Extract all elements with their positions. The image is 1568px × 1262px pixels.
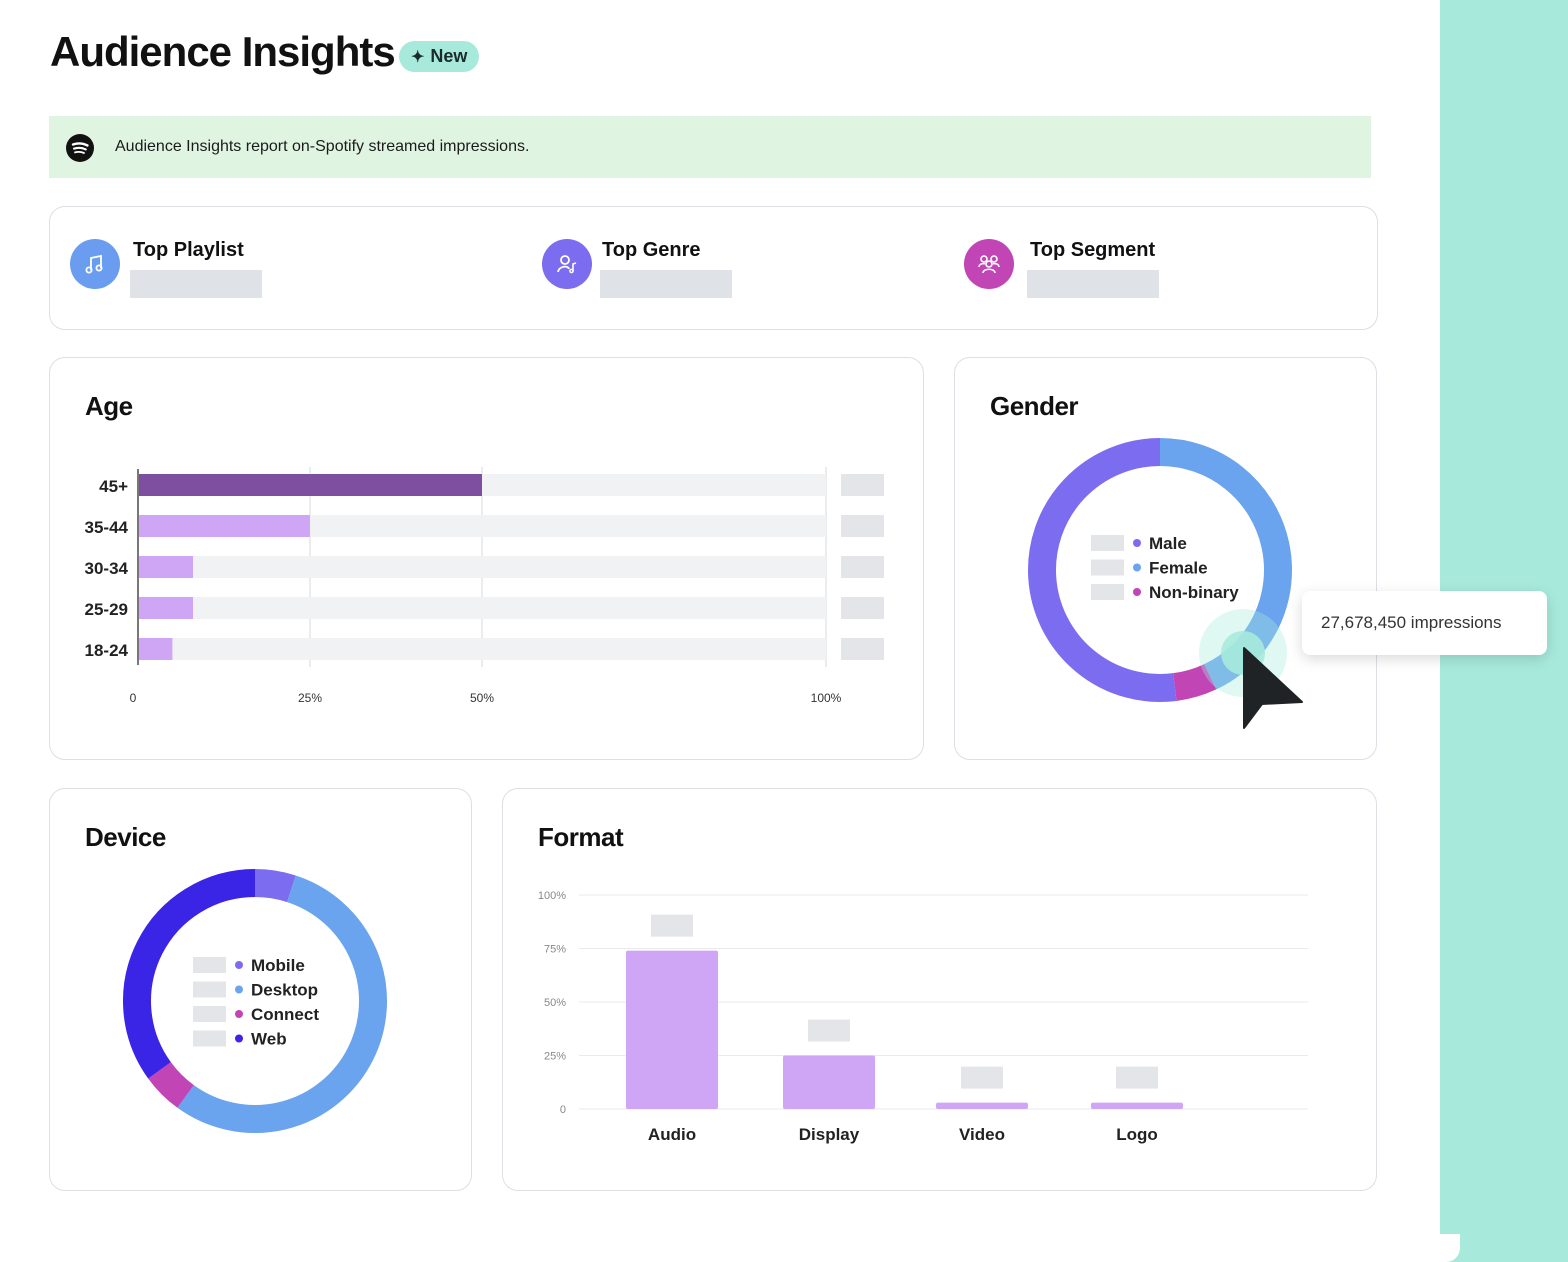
y-tick-label: 25% [543, 1050, 565, 1062]
y-tick-label: 100% [537, 890, 565, 902]
spotify-icon [66, 134, 94, 162]
x-tick-label: Video [959, 1125, 1005, 1144]
value-placeholder [807, 1019, 850, 1041]
new-badge-label: New [430, 46, 468, 66]
top-genre-value-placeholder [600, 270, 732, 298]
bar-30-34 [137, 555, 193, 578]
value-placeholder [1115, 1066, 1158, 1089]
impressions-tooltip: 27,678,450 impressions [1302, 591, 1547, 655]
bar-track [137, 637, 826, 660]
legend-label: Web [251, 1029, 287, 1048]
top-playlist-label: Top Playlist [133, 239, 244, 261]
legend-dot [1132, 587, 1141, 596]
value-placeholder [840, 473, 884, 496]
bar-35-44 [137, 514, 310, 537]
legend-dot [1132, 563, 1141, 571]
person-music-icon [542, 239, 592, 289]
donut-slice-web [122, 868, 255, 1079]
format-bar-chart: 100% 75% 50% 25% 0 Audio Display Video Logo [537, 890, 1308, 1144]
donut-slice-male [1027, 437, 1177, 702]
bar-25-29 [137, 596, 193, 619]
top-genre-label: Top Genre [602, 239, 701, 261]
x-tick-label: 100% [810, 691, 841, 705]
donut-slice-mobile [254, 868, 296, 902]
value-placeholder [840, 596, 884, 619]
x-tick-label: 25% [297, 691, 321, 705]
legend-dot [234, 1034, 243, 1042]
page-title: Audience Insights [50, 28, 396, 75]
group-icon [964, 239, 1014, 289]
music-note-icon [70, 239, 120, 289]
new-badge: ✦ New [399, 41, 480, 72]
banner-text: Audience Insights report on-Spotify stre… [115, 138, 530, 155]
legend-label: Male [1149, 534, 1187, 553]
legend-dot [234, 960, 243, 969]
bar-display [782, 1055, 875, 1109]
top-playlist-value-placeholder [130, 270, 262, 298]
legend-label: Connect [251, 1005, 319, 1024]
x-tick-label: Audio [647, 1125, 695, 1144]
sparkle-icon: ✦ [411, 48, 425, 66]
y-tick-label: 75% [543, 943, 565, 955]
bar-45+ [137, 473, 482, 496]
bar-logo [1090, 1102, 1183, 1109]
device-card: Device Mobile Desktop Connect Web [49, 788, 472, 1191]
device-title: Device [85, 822, 166, 852]
age-card: Age 45+ 35-44 30-34 25-29 18-24 0 25% 50% 100% [49, 357, 924, 760]
legend-value-placeholder [1090, 534, 1124, 551]
legend-value-placeholder [192, 981, 226, 997]
x-tick-label: Display [798, 1125, 859, 1144]
format-title: Format [538, 822, 624, 852]
gender-donut-chart: Male Female Non-binary [1027, 437, 1292, 702]
mouse-cursor-icon [1243, 647, 1303, 729]
donut-slice-non-binary [1172, 663, 1216, 701]
legend-dot [1132, 538, 1141, 547]
bar-track [137, 596, 826, 619]
legend-value-placeholder [192, 1030, 226, 1046]
legend-value-placeholder [192, 956, 226, 973]
y-tick-label: 50% [543, 997, 565, 1009]
bar-audio [625, 950, 718, 1109]
y-tick-label: 25-29 [84, 600, 127, 619]
y-tick-label: 35-44 [84, 518, 128, 537]
legend-label: Mobile [251, 956, 305, 975]
y-tick-label: 30-34 [84, 559, 128, 578]
bar-18-24 [137, 637, 172, 660]
format-card: Format 100% 75% 50% 25% 0 Audio Display Video Lo… [502, 788, 1377, 1191]
y-tick-label: 45+ [99, 477, 128, 496]
legend-label: Desktop [251, 980, 318, 999]
y-tick-label: 0 [559, 1104, 565, 1116]
legend-label: Female [1149, 558, 1208, 577]
bar-track [137, 555, 826, 578]
age-bar-chart: 45+ 35-44 30-34 25-29 18-24 0 25% 50% 100% [84, 466, 884, 705]
donut-slice-connect [147, 1061, 194, 1108]
value-placeholder [840, 637, 884, 660]
legend-value-placeholder [1090, 559, 1124, 575]
info-banner: Audience Insights report on-Spotify stre… [49, 116, 1371, 178]
value-placeholder [840, 555, 884, 578]
gender-card: Gender Male Female Non-binary [954, 357, 1377, 760]
tooltip-text: 27,678,450 impressions [1321, 613, 1502, 632]
x-tick-label: 50% [469, 691, 493, 705]
legend-value-placeholder [192, 1005, 226, 1022]
top-segment-label: Top Segment [1030, 239, 1156, 261]
value-placeholder [840, 514, 884, 537]
x-tick-label: Logo [1116, 1125, 1158, 1144]
age-title: Age [85, 391, 133, 421]
legend-dot [234, 985, 243, 993]
top-summary-card: Top Playlist Top Genre Top Segment [49, 206, 1378, 330]
x-tick-label: 0 [129, 691, 136, 705]
legend-dot [234, 1009, 243, 1018]
value-placeholder [650, 914, 693, 937]
donut-slice-desktop [176, 874, 387, 1133]
top-segment-value-placeholder [1027, 270, 1159, 298]
gender-title: Gender [990, 391, 1079, 421]
device-donut-chart: Mobile Desktop Connect Web [122, 868, 387, 1133]
bar-video [935, 1102, 1028, 1109]
legend-label: Non-binary [1149, 583, 1239, 602]
value-placeholder [960, 1066, 1003, 1089]
y-tick-label: 18-24 [84, 641, 128, 660]
legend-value-placeholder [1090, 583, 1124, 600]
